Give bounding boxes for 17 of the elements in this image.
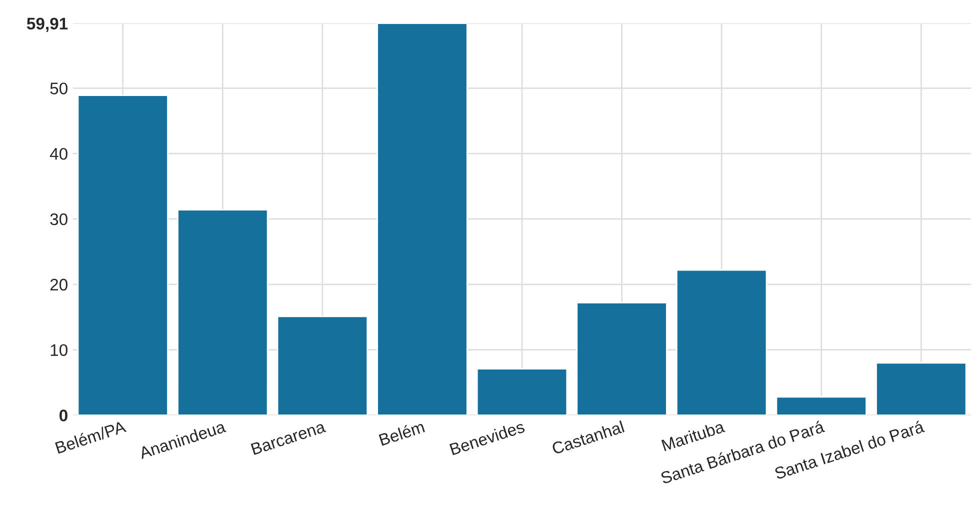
bar [876,362,967,416]
bar [776,396,867,416]
bar [177,209,268,416]
bar [476,368,568,416]
bar [676,269,768,416]
y-tick-label: 59,91 [26,18,68,32]
y-tick-label: 20 [50,278,68,291]
y-tick-label: 40 [50,148,68,160]
bar [576,302,668,416]
y-tick-label: 50 [50,82,68,94]
bar [77,94,168,416]
bar [276,316,368,416]
y-tick-label: 0 [60,410,68,422]
x-tick-label: Belém [378,420,425,446]
y-tick-label: 30 [50,213,68,226]
bar [376,23,468,416]
y-tick-label: 10 [50,344,68,356]
